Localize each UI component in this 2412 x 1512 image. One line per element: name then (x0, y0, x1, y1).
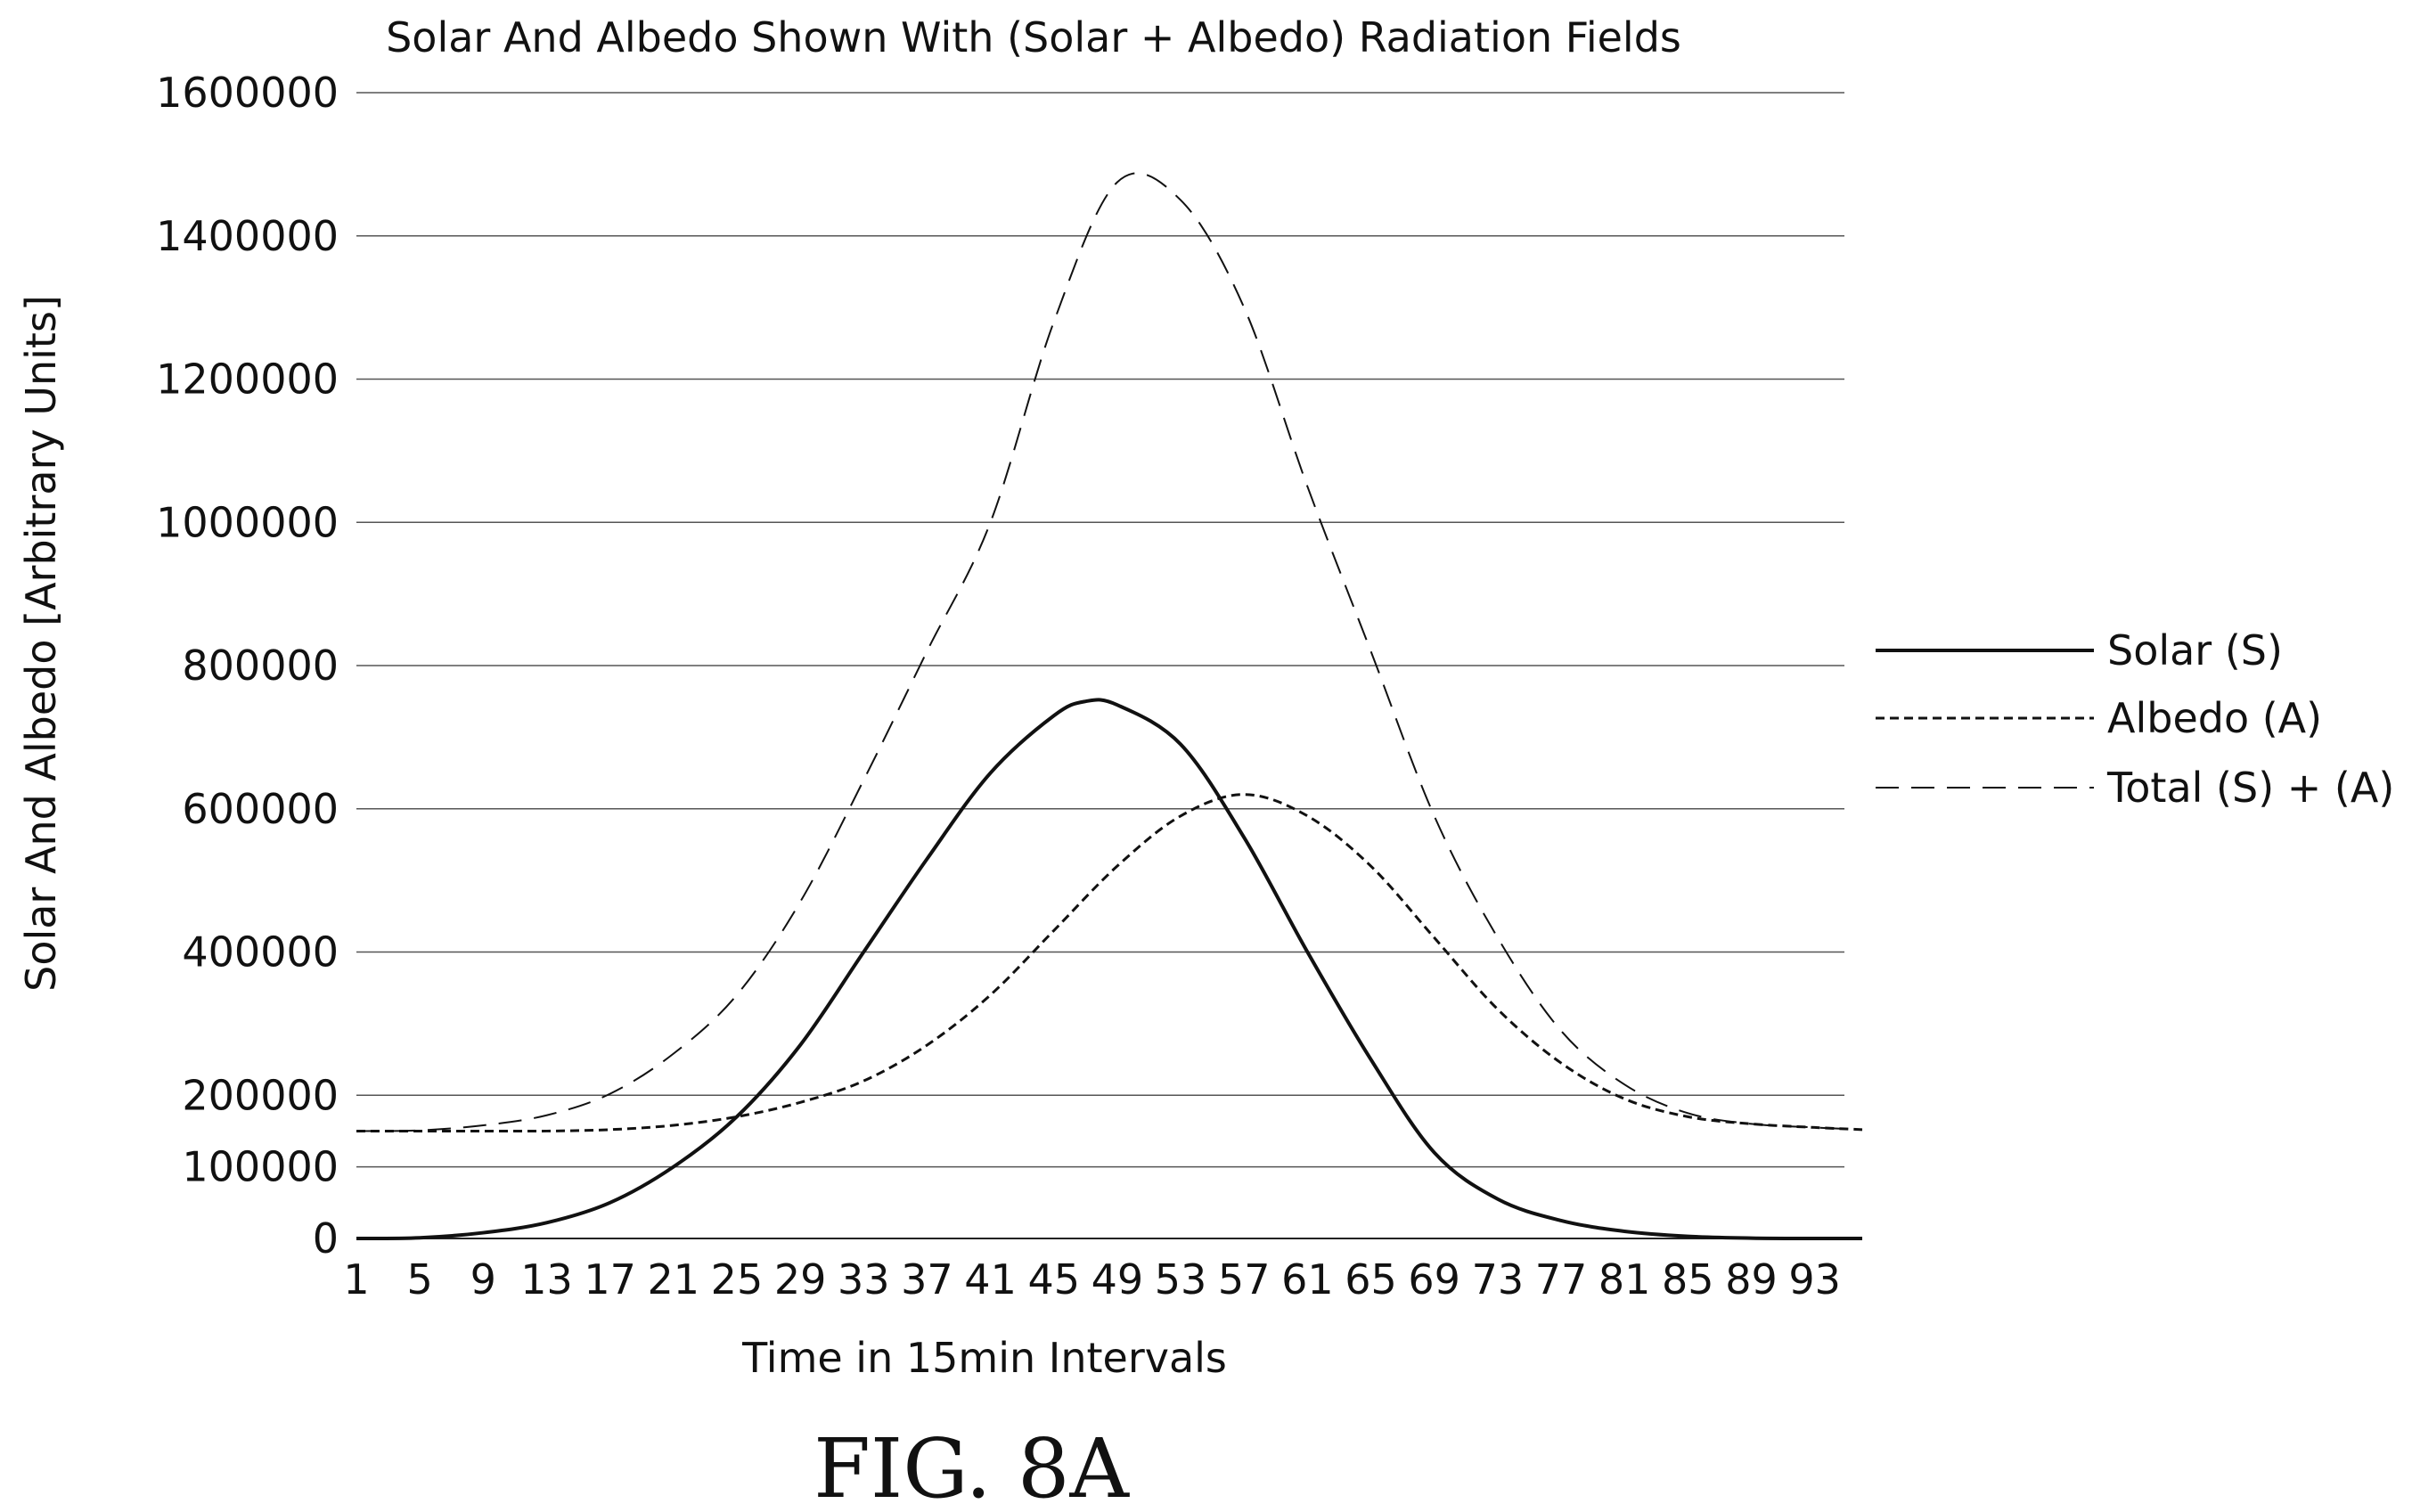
x-axis-title: Time in 15min Intervals (741, 1334, 1227, 1382)
x-tick-label: 53 (1155, 1255, 1207, 1304)
y-tick-label: 1200000 (156, 356, 339, 404)
x-tick-label: 25 (711, 1255, 764, 1304)
x-tick-label: 5 (407, 1255, 433, 1304)
y-tick-label: 1400000 (156, 212, 339, 260)
x-tick-label: 69 (1408, 1255, 1460, 1304)
chart-title: Solar And Albedo Shown With (Solar + Alb… (386, 13, 1681, 61)
legend-label-solar: Solar (S) (2107, 626, 2283, 674)
series-line-albedo (356, 793, 1863, 1133)
y-axis-tick-labels: 0 100000 200000 400000 600000 800000 1000000 12… (156, 69, 339, 1263)
x-axis-tick-labels: 1 5 9 13 17 21 25 29 33 37 41 45 49 53 57 61 65 69 73 77 81 8… (343, 1255, 1841, 1304)
y-tick-label: 1000000 (156, 498, 339, 546)
figure-caption: FIG. 8A (814, 1421, 1130, 1512)
x-tick-label: 85 (1662, 1255, 1714, 1304)
x-tick-label: 29 (774, 1255, 827, 1304)
legend: Solar (S) Albedo (A) Total (S) + (A) (1876, 626, 2394, 812)
x-tick-label: 17 (584, 1255, 636, 1304)
x-tick-label: 9 (470, 1255, 496, 1304)
x-tick-label: 21 (648, 1255, 700, 1304)
x-tick-label: 13 (520, 1255, 573, 1304)
legend-label-albedo: Albedo (A) (2107, 694, 2322, 742)
series-line-solar (356, 698, 1863, 1241)
y-tick-label: 1600000 (156, 69, 339, 117)
x-tick-label: 73 (1472, 1255, 1525, 1304)
legend-label-total: Total (S) + (A) (2106, 764, 2394, 812)
series-lines (356, 172, 1863, 1241)
y-tick-label: 100000 (182, 1143, 339, 1191)
y-tick-label: 0 (313, 1214, 339, 1263)
x-tick-label: 81 (1598, 1255, 1651, 1304)
x-tick-label: 49 (1092, 1255, 1144, 1304)
y-tick-label: 400000 (182, 928, 339, 977)
x-tick-label: 65 (1345, 1255, 1397, 1304)
x-tick-label: 37 (901, 1255, 953, 1304)
x-tick-label: 61 (1281, 1255, 1334, 1304)
x-tick-label: 93 (1788, 1255, 1841, 1304)
x-tick-label: 57 (1218, 1255, 1271, 1304)
grid (356, 92, 1844, 1168)
x-tick-label: 33 (838, 1255, 890, 1304)
y-tick-label: 600000 (182, 785, 339, 833)
y-tick-label: 800000 (182, 642, 339, 690)
x-tick-label: 89 (1725, 1255, 1778, 1304)
x-tick-label: 45 (1027, 1255, 1080, 1304)
x-tick-label: 41 (964, 1255, 1017, 1304)
x-tick-label: 1 (343, 1255, 369, 1304)
x-tick-label: 77 (1535, 1255, 1588, 1304)
y-axis-title: Solar And Albedo [Arbitrary Units] (17, 295, 65, 992)
y-tick-label: 200000 (182, 1071, 339, 1119)
series-line-total (356, 172, 1863, 1132)
